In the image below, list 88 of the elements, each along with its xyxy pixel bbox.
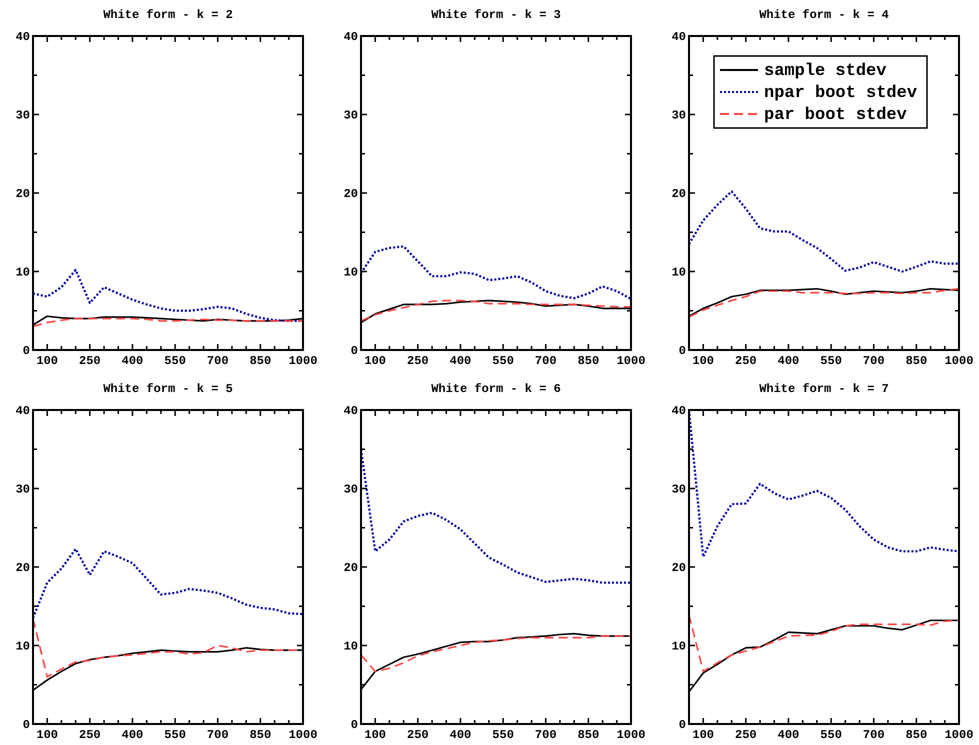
x-tick-label: 400 [122, 354, 144, 368]
x-tick-label: 550 [492, 354, 514, 368]
x-tick-label: 700 [206, 354, 229, 368]
x-tick-label: 250 [79, 354, 101, 368]
x-tick-label: 100 [36, 728, 58, 742]
y-tick-label: 0 [22, 718, 30, 732]
x-tick-label: 100 [364, 728, 386, 742]
line-series [32, 548, 304, 620]
y-tick-label: 30 [672, 482, 686, 496]
x-tick-label: 850 [250, 354, 272, 368]
x-tick-label: 250 [407, 354, 429, 368]
chart-title: White form - k = 2 [103, 8, 233, 22]
x-tick-label: 550 [820, 354, 842, 368]
x-tick-label: 250 [79, 728, 101, 742]
x-tick-label: 100 [364, 354, 386, 368]
chart-title: White form - k = 4 [759, 8, 889, 22]
x-tick-label: 550 [820, 728, 842, 742]
y-tick-label: 40 [16, 30, 30, 44]
legend-label: par boot stdev [764, 106, 907, 125]
x-tick-label: 400 [778, 354, 800, 368]
x-tick-label: 1000 [288, 728, 318, 742]
y-tick-label: 30 [16, 482, 30, 496]
y-tick-label: 30 [344, 108, 358, 122]
x-tick-label: 850 [906, 728, 928, 742]
y-tick-label: 0 [22, 344, 30, 358]
x-tick-label: 850 [906, 354, 928, 368]
y-tick-label: 20 [672, 187, 686, 201]
x-tick-label: 400 [122, 728, 144, 742]
x-tick-label: 1000 [944, 728, 974, 742]
x-tick-label: 400 [778, 728, 800, 742]
x-tick-label: 100 [692, 354, 714, 368]
x-tick-label: 550 [492, 728, 514, 742]
x-tick-label: 700 [206, 728, 229, 742]
x-tick-label: 100 [692, 728, 714, 742]
x-tick-label: 1000 [616, 728, 646, 742]
x-tick-label: 400 [450, 354, 472, 368]
y-tick-label: 20 [16, 187, 30, 201]
y-tick-label: 40 [344, 404, 358, 418]
x-tick-label: 850 [250, 728, 272, 742]
y-tick-label: 10 [672, 640, 686, 654]
y-tick-label: 40 [16, 404, 30, 418]
y-tick-label: 40 [672, 30, 686, 44]
x-tick-label: 250 [407, 728, 429, 742]
y-tick-label: 40 [672, 404, 686, 418]
line-series [32, 318, 304, 328]
y-tick-label: 30 [16, 108, 30, 122]
x-tick-label: 700 [534, 728, 557, 742]
y-tick-label: 20 [344, 187, 358, 201]
line-series [360, 448, 632, 584]
y-tick-label: 10 [16, 266, 30, 280]
chart-title: White form - k = 3 [431, 8, 561, 22]
x-tick-label: 700 [862, 728, 885, 742]
x-tick-label: 400 [450, 728, 472, 742]
x-tick-label: 1000 [616, 354, 646, 368]
y-tick-label: 10 [672, 266, 686, 280]
x-tick-label: 850 [578, 354, 600, 368]
x-tick-label: 700 [534, 354, 557, 368]
y-tick-label: 20 [672, 561, 686, 575]
x-tick-label: 550 [164, 354, 186, 368]
y-tick-label: 20 [344, 561, 358, 575]
y-tick-label: 40 [344, 30, 358, 44]
chart-title: White form - k = 5 [103, 382, 233, 396]
x-tick-label: 1000 [944, 354, 974, 368]
x-tick-label: 550 [164, 728, 186, 742]
y-tick-label: 0 [350, 344, 358, 358]
y-tick-label: 0 [678, 718, 686, 732]
x-tick-label: 250 [735, 354, 757, 368]
y-tick-label: 20 [16, 561, 30, 575]
x-tick-label: 250 [735, 728, 757, 742]
y-tick-label: 10 [344, 640, 358, 654]
chart-title: White form - k = 6 [431, 382, 561, 396]
legend-label: sample stdev [764, 62, 886, 81]
line-series [688, 614, 960, 672]
x-tick-label: 700 [862, 354, 885, 368]
line-series [360, 245, 632, 300]
x-tick-label: 1000 [288, 354, 318, 368]
y-tick-label: 0 [678, 344, 686, 358]
y-tick-label: 30 [672, 108, 686, 122]
chart-title: White form - k = 7 [759, 382, 889, 396]
y-tick-label: 10 [344, 266, 358, 280]
legend-label: npar boot stdev [764, 84, 918, 103]
line-series [360, 635, 632, 672]
x-tick-label: 850 [578, 728, 600, 742]
line-series [688, 190, 960, 273]
y-tick-label: 0 [350, 718, 358, 732]
y-tick-label: 30 [344, 482, 358, 496]
y-tick-label: 10 [16, 640, 30, 654]
x-tick-label: 100 [36, 354, 58, 368]
